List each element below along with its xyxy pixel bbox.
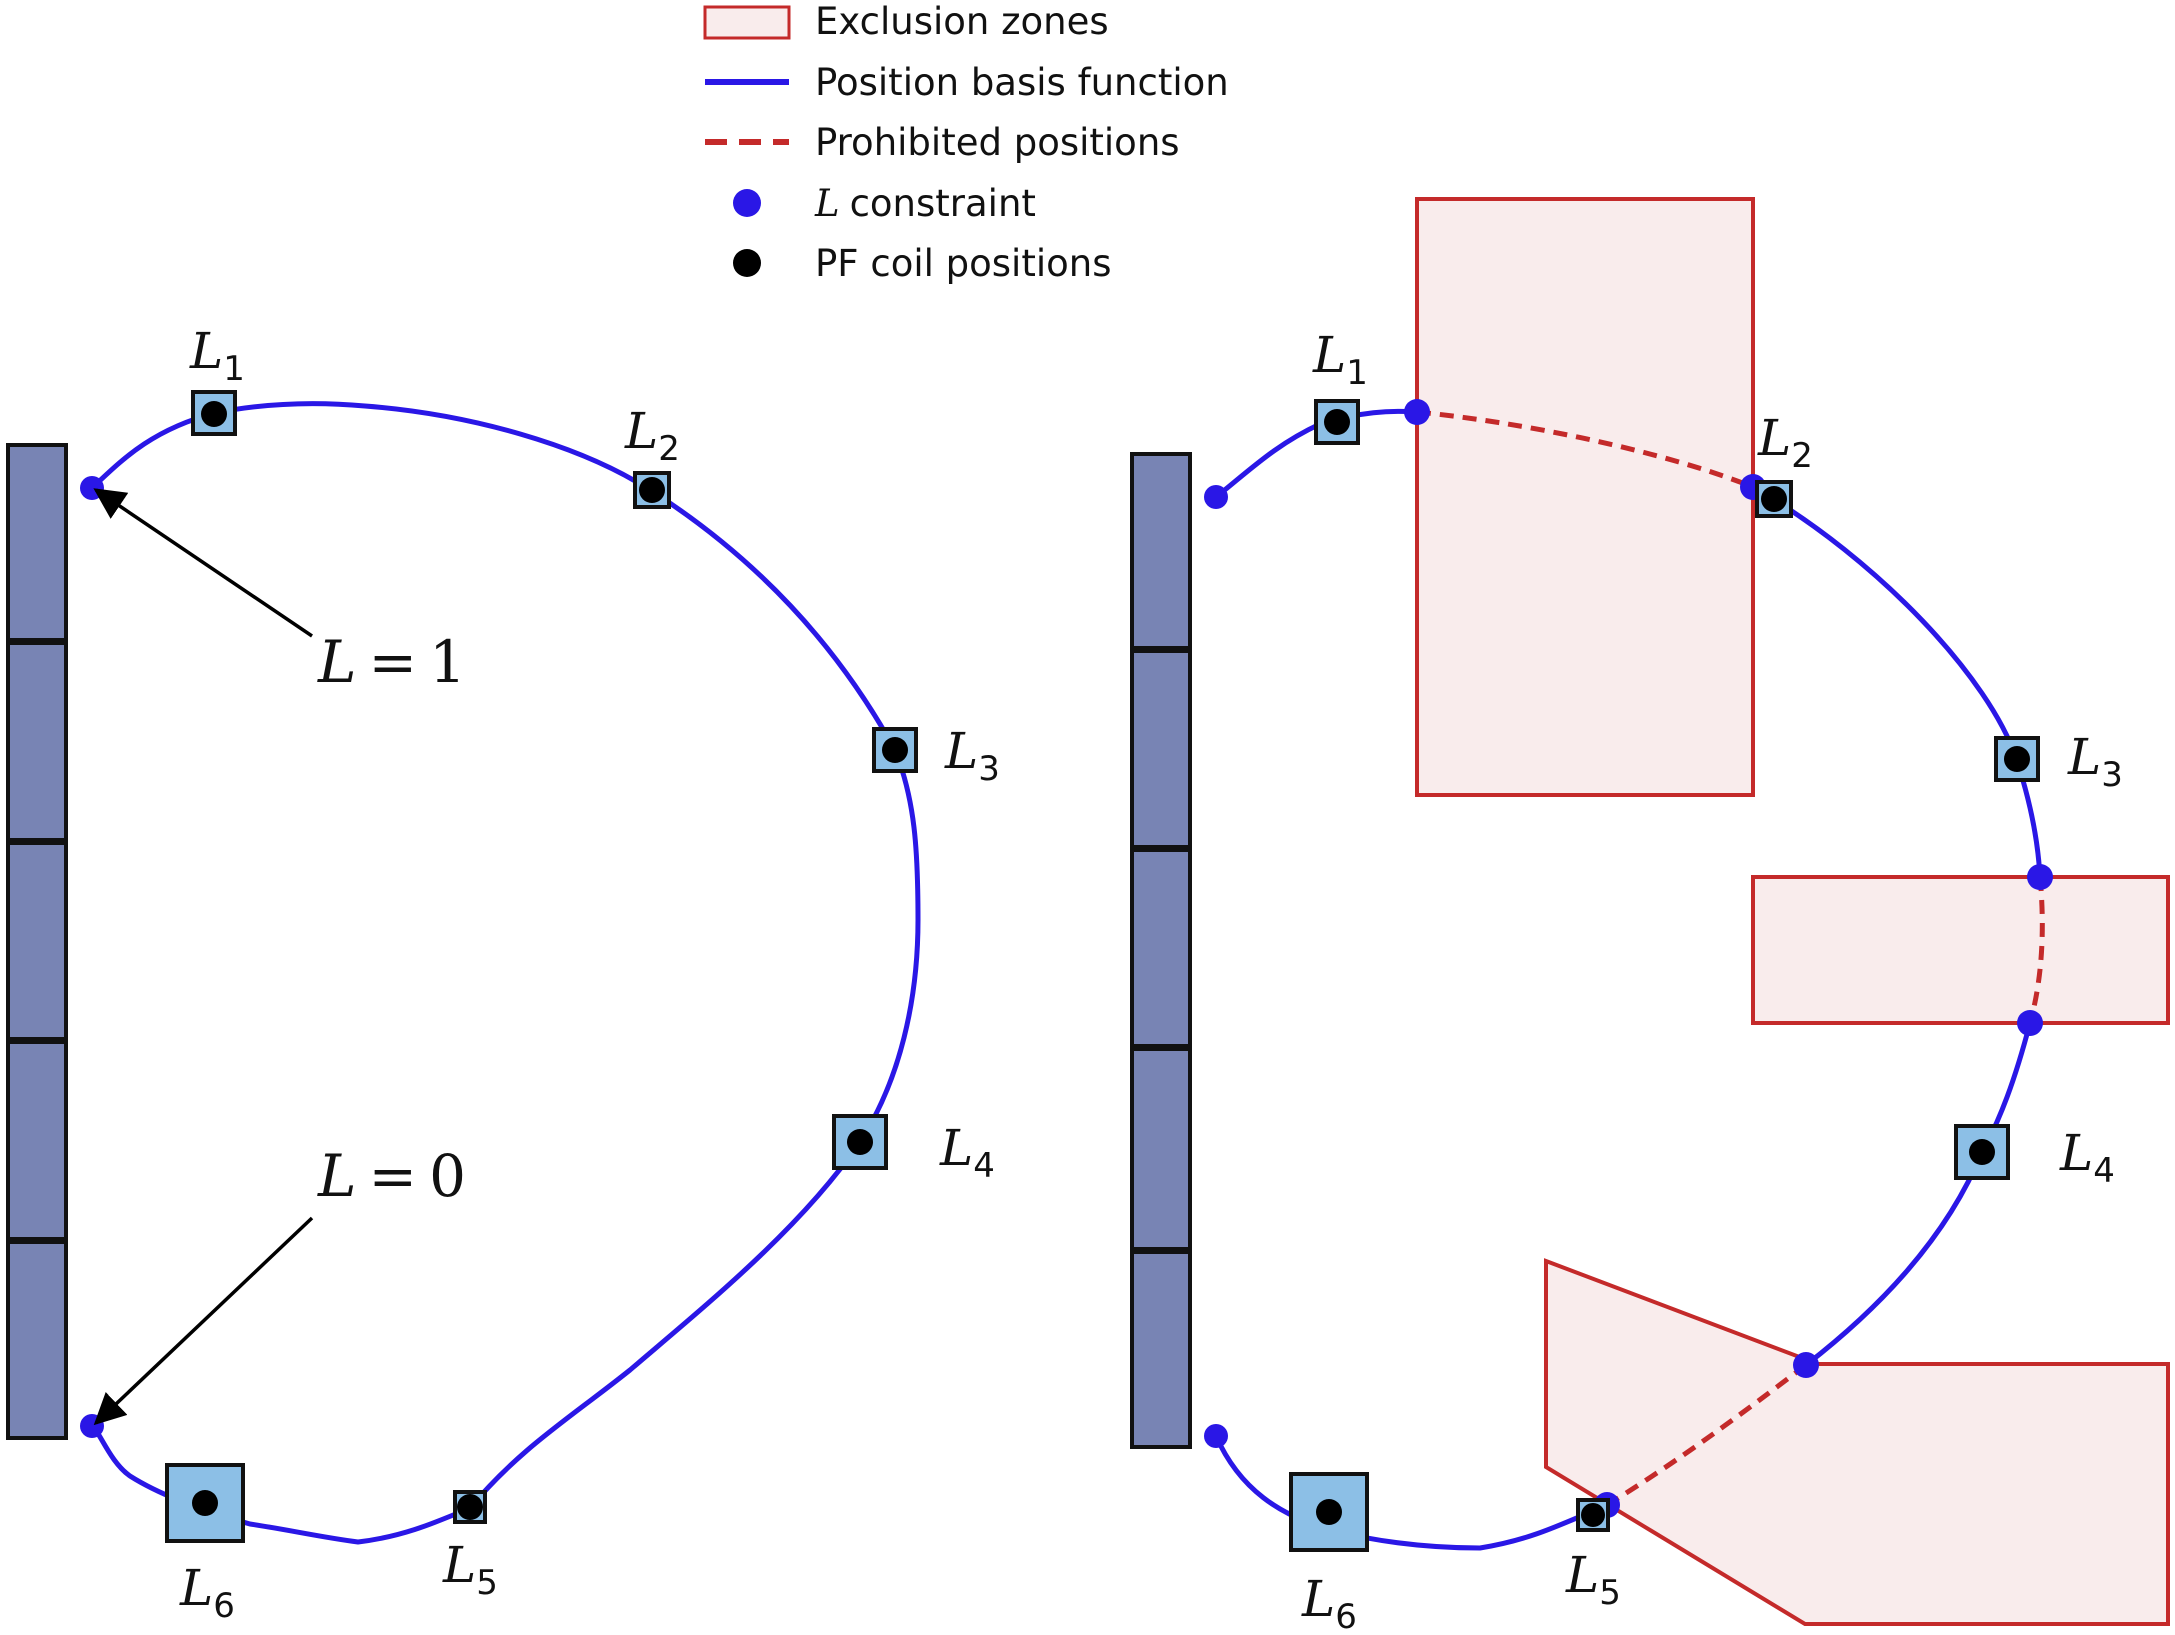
legend-l-text: constraint	[850, 182, 1036, 225]
coil-label-l6: L6	[1301, 1570, 1357, 1631]
annotation-l-one-text: L = 1	[317, 628, 466, 696]
legend-label-prohibited-positions: Prohibited positions	[815, 121, 1180, 164]
square-coil-icon	[1994, 736, 2040, 782]
allowed-segment-2	[1751, 484, 2043, 878]
pf-coil-position	[1969, 1139, 1995, 1165]
l-constraint-point	[2017, 1010, 2043, 1036]
pf-coil-position	[1324, 409, 1350, 435]
pf-coils-right	[1289, 399, 2040, 1552]
coil-label-l3: L3	[2067, 728, 2123, 795]
prohibited-segment-2	[2027, 876, 2045, 1024]
legend-label-exclusion-zones: Exclusion zones	[815, 0, 1109, 43]
pf-coil-position	[1316, 1499, 1342, 1525]
coil-label-l6: L6	[179, 1559, 235, 1626]
legend-label-pf-coil-positions: PF coil positions	[815, 242, 1112, 285]
pf-coil-position	[847, 1129, 873, 1155]
pf-coil-position	[201, 401, 227, 427]
exclusion-zone-lower	[1544, 1258, 2170, 1626]
legend-black-dot	[733, 249, 761, 277]
central-solenoid-left	[6, 443, 68, 1440]
allowed-segment-4	[1213, 1434, 1608, 1551]
allowed-segment-3	[1804, 1022, 2033, 1367]
coil-label-l2: L2	[1757, 409, 1813, 476]
arrow-icon	[93, 488, 313, 638]
solenoid-segment	[6, 641, 68, 842]
solenoid-segment	[1130, 1047, 1192, 1251]
exclusion-zone-middle	[1751, 875, 2170, 1025]
l-constraint-point	[1404, 399, 1430, 425]
pf-coil-position	[1581, 1503, 1605, 1527]
coil-label-l4: L4	[2059, 1124, 2115, 1191]
l-constraint-point	[2027, 864, 2053, 890]
coil-label-l5: L5	[442, 1536, 498, 1603]
solenoid-segment	[1130, 848, 1192, 1048]
solenoid-segment	[1130, 1250, 1192, 1449]
legend-blue-dot	[733, 189, 761, 217]
annotation-l-equals-one: L = 1	[93, 488, 466, 696]
pf-coils-left	[165, 390, 918, 1543]
legend-item-prohibited-positions: Prohibited positions	[705, 121, 1180, 164]
coil-label-l2: L2	[624, 402, 680, 469]
exclusion-zone-upper	[1415, 197, 1755, 797]
legend-label-position-basis-function: Position basis function	[815, 61, 1229, 104]
prohibited-segment-1	[1416, 409, 1754, 490]
coil-label-l4: L4	[939, 1119, 995, 1186]
legend-item-position-basis-function: Position basis function	[705, 61, 1229, 104]
position-basis-curve-left	[90, 401, 921, 1545]
l-constraint-point	[1204, 1424, 1228, 1448]
legend-l-symbol: L	[814, 182, 840, 225]
left-panel: L1 L2 L3 L4 L5 L6 L = 1 L = 0	[6, 322, 1000, 1626]
coil-labels-right: L1 L2 L3 L4 L5 L6	[1301, 326, 2123, 1635]
coil-label-l1: L1	[1312, 326, 1368, 393]
coil-label-l3: L3	[944, 722, 1000, 789]
prohibited-segment-3	[1605, 1363, 1808, 1508]
pf-coil-position	[192, 1490, 218, 1516]
annotation-l-equals-zero: L = 0	[93, 1142, 466, 1426]
arrow-icon	[93, 1216, 314, 1426]
solenoid-segment	[6, 1040, 68, 1241]
solenoid-segment	[1130, 649, 1192, 849]
pf-coil-position	[1761, 486, 1787, 512]
solenoid-segment	[6, 443, 68, 642]
exclusion-zones	[1415, 197, 2170, 1626]
annotation-l-zero-text: L = 0	[317, 1142, 466, 1210]
legend-item-exclusion-zones: Exclusion zones	[703, 0, 1109, 43]
legend: Exclusion zones Position basis function …	[703, 0, 1229, 285]
solenoid-segment	[6, 1240, 68, 1440]
solenoid-segment	[6, 841, 68, 1041]
pf-coil-position	[457, 1494, 483, 1520]
central-solenoid-right	[1130, 452, 1192, 1449]
legend-zone-swatch	[703, 5, 791, 40]
right-panel: L1 L2 L3 L4 L5 L6	[1130, 197, 2170, 1635]
coil-label-l1: L1	[189, 322, 245, 389]
pf-coil-position	[2004, 746, 2030, 772]
coil-label-l5: L5	[1565, 1546, 1621, 1613]
l-constraint-point	[1793, 1352, 1819, 1378]
coil-labels-left: L1 L2 L3 L4 L5 L6	[179, 322, 1000, 1626]
l-constraint-point	[1204, 485, 1228, 509]
l-constraint-endpoint-top	[80, 476, 104, 500]
solenoid-segment	[1130, 452, 1192, 650]
pf-coil-position	[639, 477, 665, 503]
legend-item-pf-coil-positions: PF coil positions	[733, 242, 1112, 285]
pf-coil-position	[882, 737, 908, 763]
